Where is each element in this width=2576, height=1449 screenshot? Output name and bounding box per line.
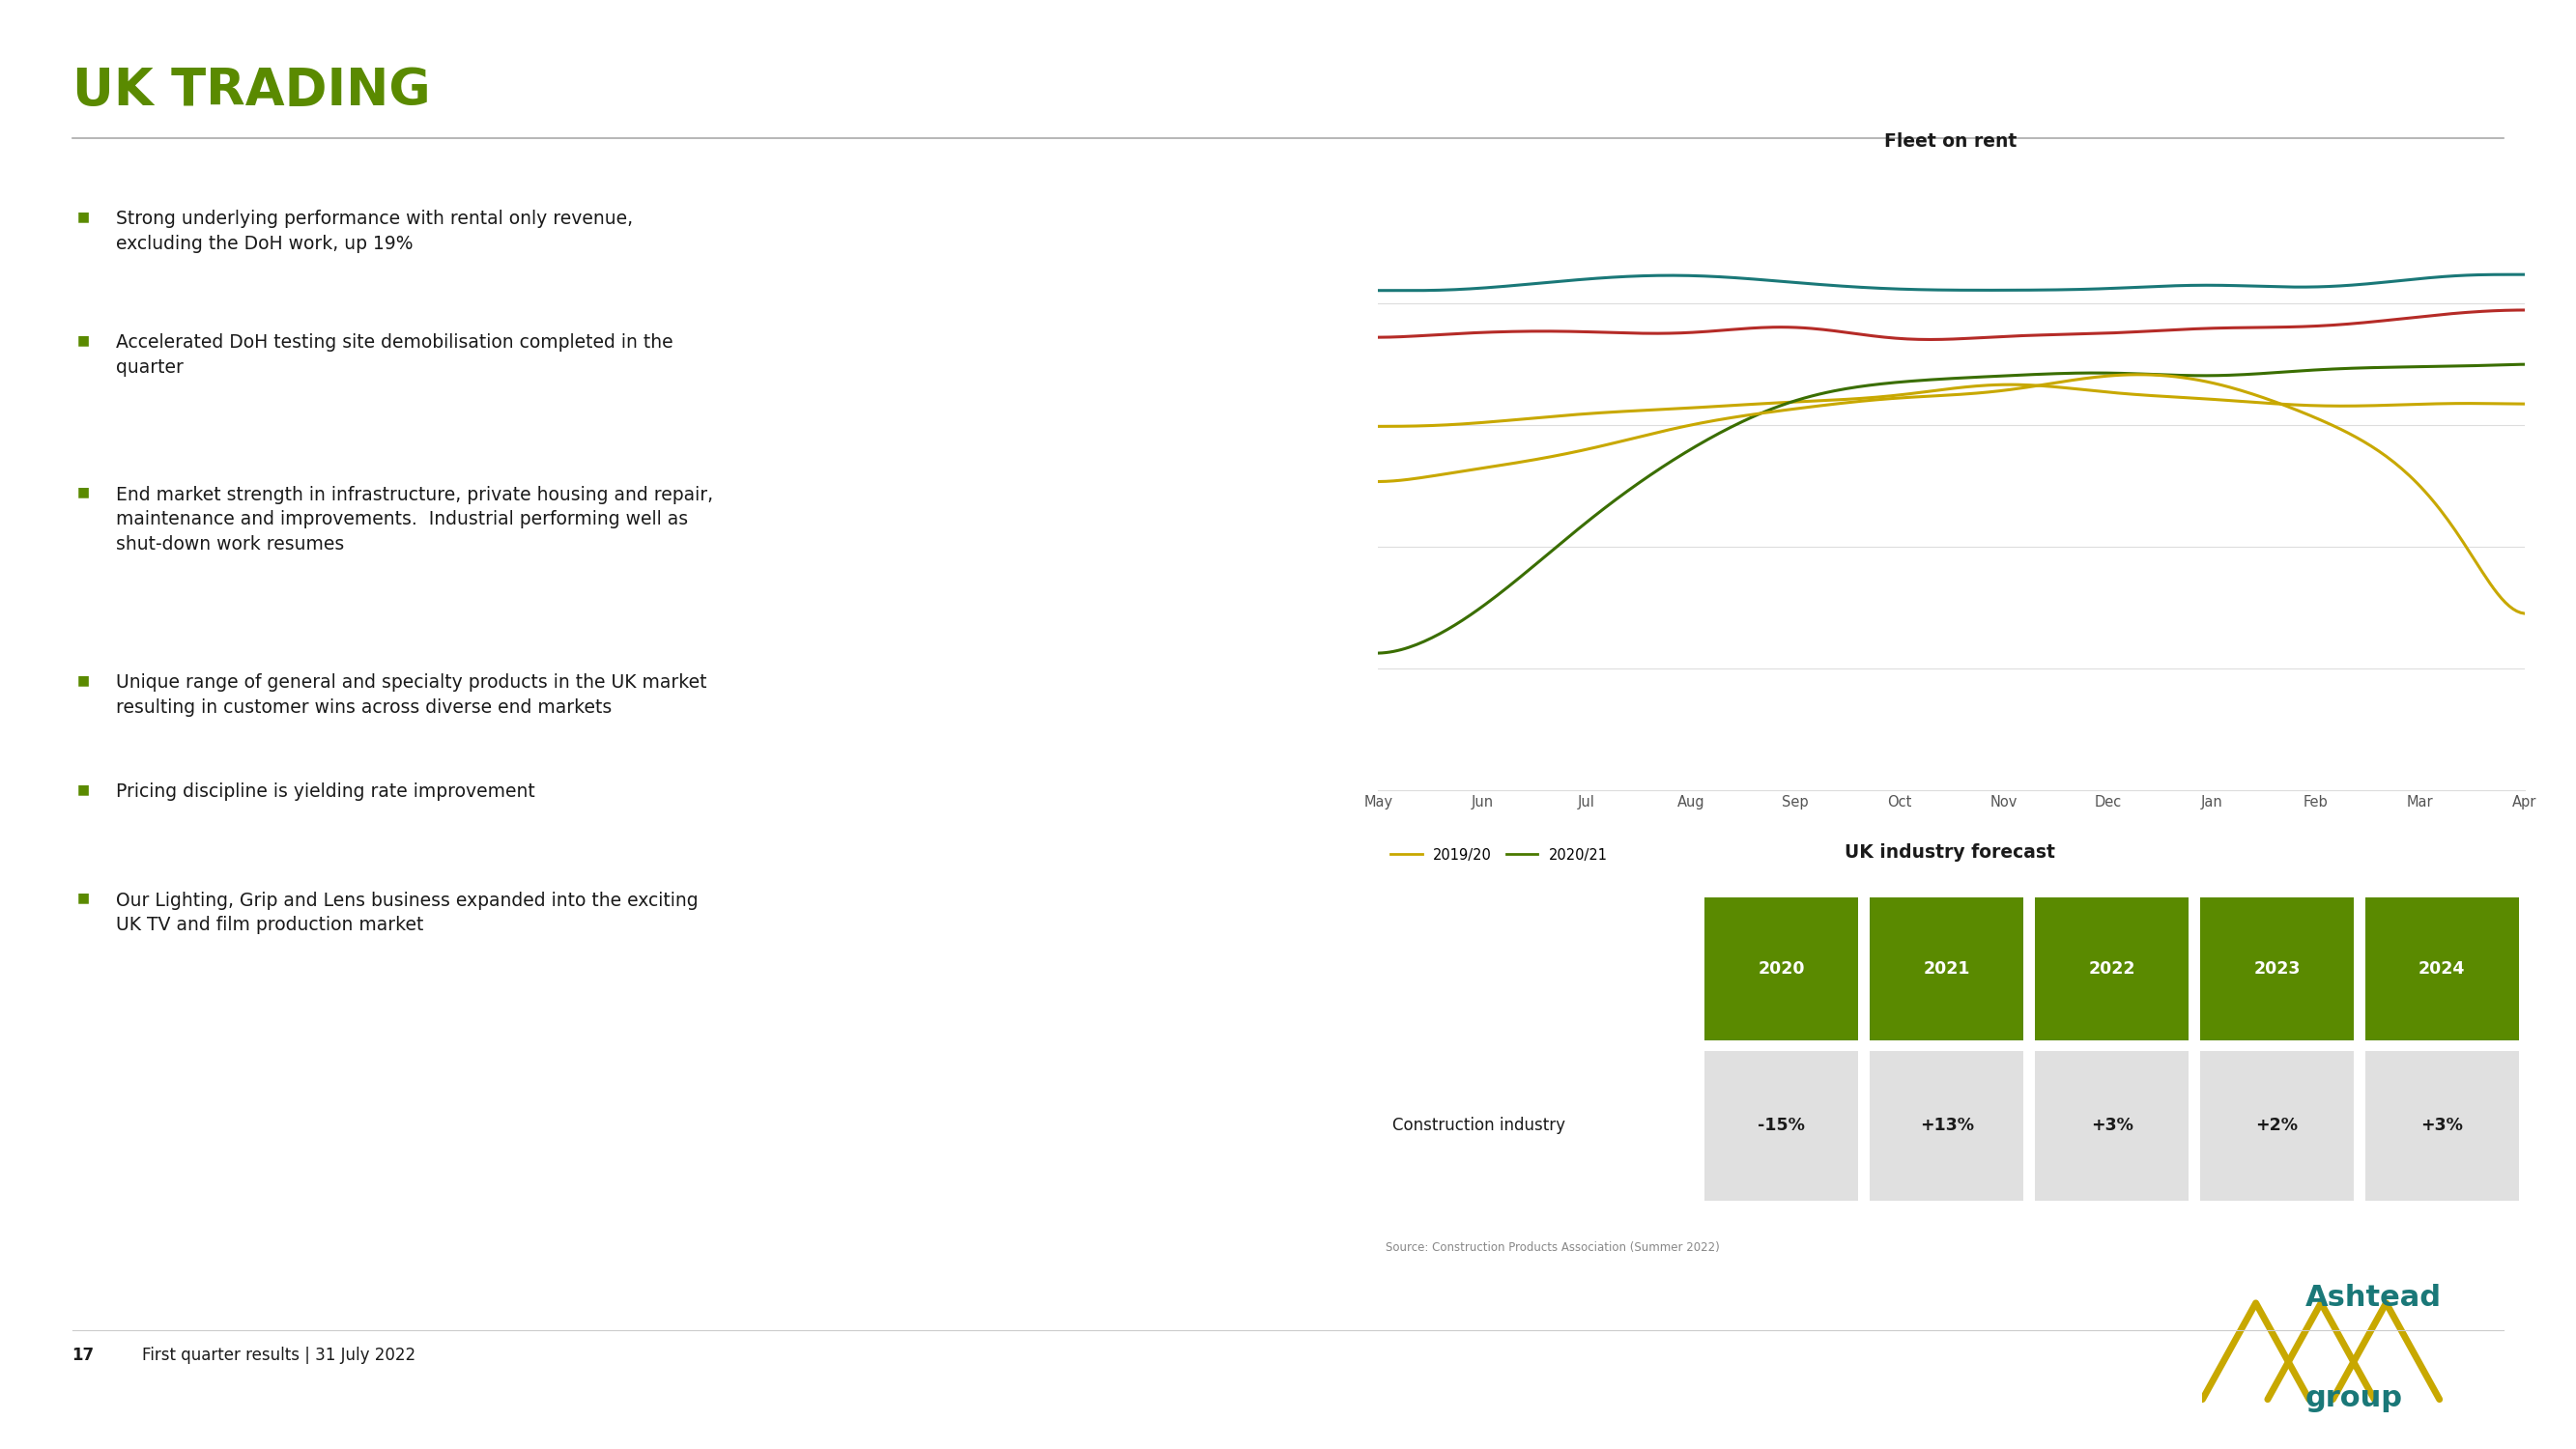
- Bar: [1383, 1051, 1692, 1201]
- Text: +2%: +2%: [2257, 1117, 2298, 1135]
- Text: Strong underlying performance with rental only revenue,
excluding the DoH work, : Strong underlying performance with renta…: [116, 210, 634, 254]
- Bar: [2365, 897, 2519, 1040]
- Bar: [1870, 1051, 2025, 1201]
- Bar: [2200, 1051, 2354, 1201]
- Text: ■: ■: [77, 891, 90, 904]
- Text: +13%: +13%: [1919, 1117, 1973, 1135]
- Text: UK TRADING: UK TRADING: [72, 65, 430, 116]
- Text: ■: ■: [77, 782, 90, 796]
- Text: 2020: 2020: [1759, 961, 1806, 978]
- Text: ■: ■: [77, 210, 90, 223]
- Text: Fleet on rent: Fleet on rent: [1883, 132, 2017, 151]
- Text: +3%: +3%: [2092, 1117, 2133, 1135]
- Text: Our Lighting, Grip and Lens business expanded into the exciting
UK TV and film p: Our Lighting, Grip and Lens business exp…: [116, 891, 698, 935]
- Bar: [2035, 1051, 2190, 1201]
- Text: Ashtead: Ashtead: [2306, 1284, 2442, 1311]
- Text: 2022: 2022: [2089, 961, 2136, 978]
- Text: Unique range of general and specialty products in the UK market
resulting in cus: Unique range of general and specialty pr…: [116, 674, 706, 717]
- Text: 2024: 2024: [2419, 961, 2465, 978]
- Bar: [2365, 1051, 2519, 1201]
- Legend: 2019/20, 2020/21: 2019/20, 2020/21: [1386, 842, 1613, 868]
- Text: UK industry forecast: UK industry forecast: [1844, 843, 2056, 862]
- Text: +3%: +3%: [2421, 1117, 2463, 1135]
- Bar: [1705, 1051, 1857, 1201]
- Text: ■: ■: [77, 485, 90, 498]
- Text: -15%: -15%: [1757, 1117, 1806, 1135]
- Text: ■: ■: [77, 333, 90, 346]
- Text: Construction industry: Construction industry: [1391, 1117, 1564, 1135]
- Bar: [1705, 897, 1857, 1040]
- Text: End market strength in infrastructure, private housing and repair,
maintenance a: End market strength in infrastructure, p…: [116, 485, 714, 554]
- Text: 17: 17: [72, 1346, 95, 1364]
- Text: 2021: 2021: [1924, 961, 1971, 978]
- Bar: [2200, 897, 2354, 1040]
- Text: ■: ■: [77, 674, 90, 687]
- Text: Source: Construction Products Association (Summer 2022): Source: Construction Products Associatio…: [1386, 1242, 1721, 1255]
- Text: Accelerated DoH testing site demobilisation completed in the
quarter: Accelerated DoH testing site demobilisat…: [116, 333, 672, 377]
- Bar: [1870, 897, 2025, 1040]
- Text: group: group: [2306, 1385, 2403, 1413]
- Text: Pricing discipline is yielding rate improvement: Pricing discipline is yielding rate impr…: [116, 782, 536, 801]
- Bar: [2035, 897, 2190, 1040]
- Text: First quarter results | 31 July 2022: First quarter results | 31 July 2022: [142, 1346, 415, 1364]
- Bar: [1383, 897, 1692, 1040]
- Text: 2023: 2023: [2254, 961, 2300, 978]
